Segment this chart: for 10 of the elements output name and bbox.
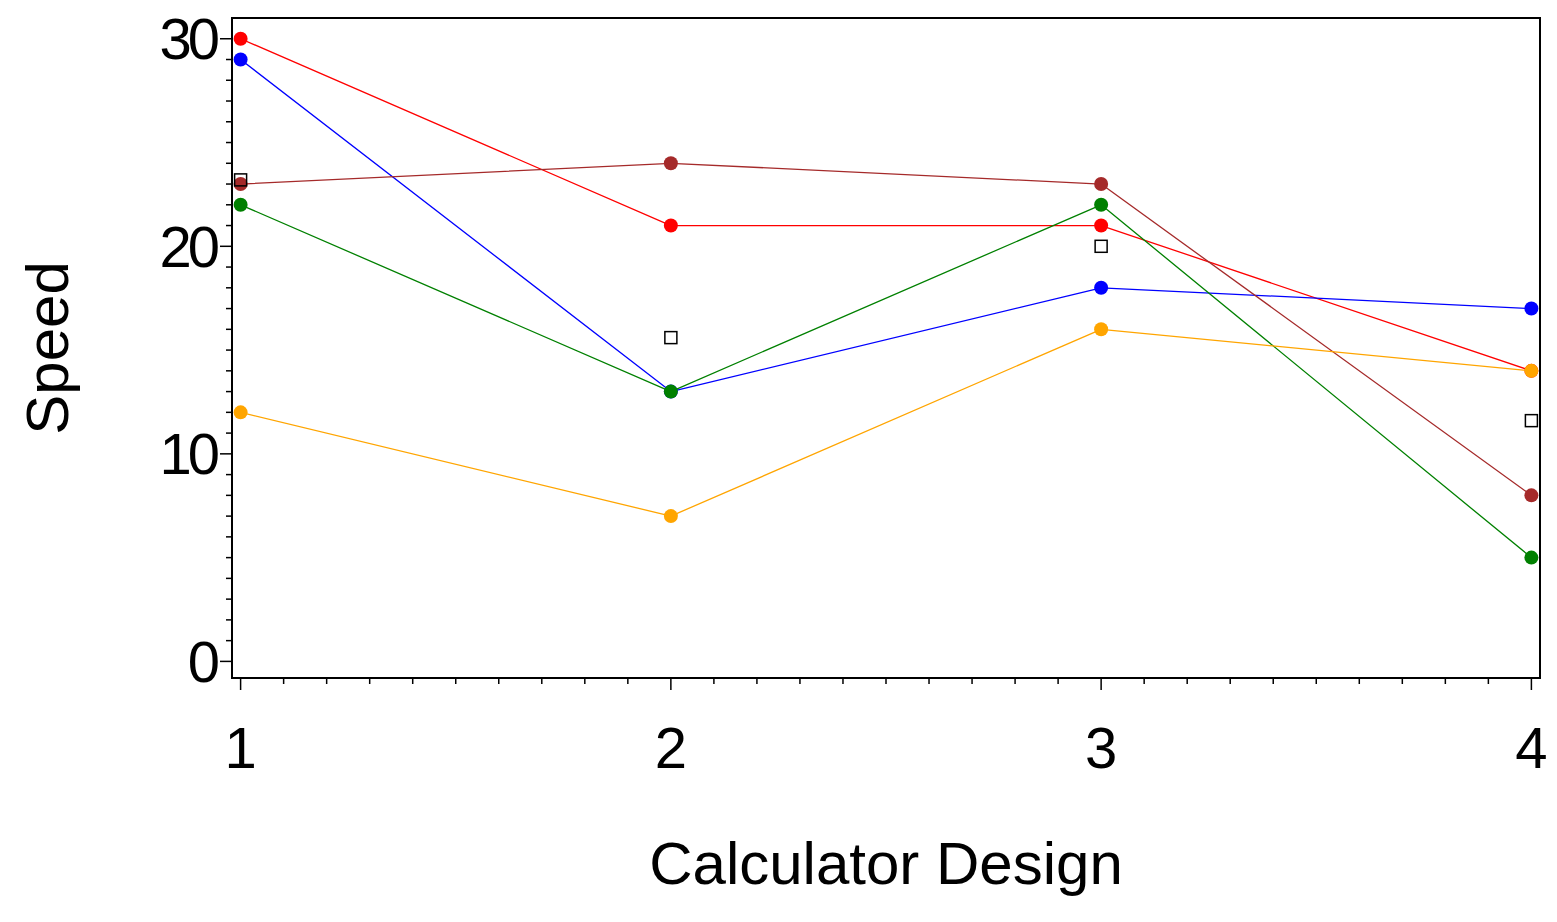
y-tick-label: 10 xyxy=(159,421,218,487)
x-tick-label: 4 xyxy=(1515,715,1548,780)
x-tick-label: 3 xyxy=(1085,715,1118,780)
y-tick-label: 0 xyxy=(187,628,218,694)
y-tick-label: 30 xyxy=(159,6,218,72)
x-tick-label: 1 xyxy=(224,715,257,780)
y-tick-label: 20 xyxy=(159,213,218,279)
x-tick-label: 2 xyxy=(654,715,687,780)
y-axis-title: Speed xyxy=(14,261,81,435)
x-axis-title: Calculator Design xyxy=(649,830,1123,897)
